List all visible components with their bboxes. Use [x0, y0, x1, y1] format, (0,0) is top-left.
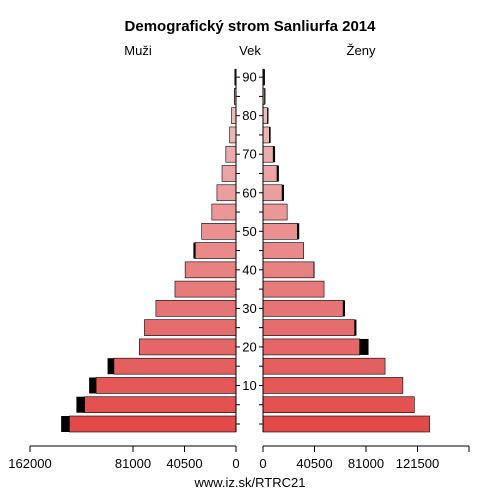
male-bar — [211, 203, 237, 221]
male-excess-bar — [107, 358, 114, 375]
female-excess-bar — [273, 146, 276, 163]
female-bar — [262, 357, 386, 375]
female-bar — [262, 145, 274, 163]
female-excess-bar — [359, 338, 369, 355]
male-bar — [69, 415, 237, 433]
age-tick-label: 80 — [242, 108, 256, 123]
female-bar — [262, 107, 268, 124]
age-tick-label: 50 — [242, 224, 256, 239]
male-bar — [113, 357, 237, 375]
female-excess-bar — [269, 126, 271, 143]
male-bar — [229, 126, 237, 144]
female-excess-bar — [267, 107, 269, 124]
male-bar — [225, 145, 237, 163]
age-tick-label: 10 — [242, 378, 256, 393]
female-bar — [262, 396, 415, 414]
x-tick-label: 81000 — [348, 456, 384, 471]
center-label: Vek — [239, 43, 261, 58]
female-bar — [262, 165, 278, 182]
female-bar — [262, 242, 304, 259]
male-bar — [84, 396, 237, 414]
female-excess-bar — [297, 223, 300, 240]
x-tick-label: 81000 — [115, 456, 151, 471]
female-bar — [262, 126, 270, 144]
age-tick-label: 60 — [242, 185, 256, 200]
male-bar — [195, 242, 237, 259]
left-label: Muži — [124, 43, 152, 58]
female-excess-bar — [263, 69, 265, 86]
female-excess-bar — [354, 319, 357, 336]
male-bar — [155, 300, 237, 317]
female-excess-bar — [276, 165, 279, 182]
female-excess-bar — [313, 261, 315, 278]
male-bar — [201, 223, 237, 240]
bars-group — [61, 68, 430, 433]
x-tick-label: 121500 — [396, 456, 439, 471]
male-bar — [184, 261, 237, 279]
axes-group: 10 20 30 40 50 60 70 80 90 162000 81000 40500 0 0 4050… — [8, 69, 470, 471]
female-excess-bar — [282, 184, 284, 201]
female-bar — [262, 223, 298, 240]
female-bar — [262, 280, 325, 298]
age-tick-label: 30 — [242, 301, 256, 316]
x-tick-label: 0 — [232, 456, 239, 471]
male-bar — [216, 184, 237, 202]
female-excess-bar — [264, 88, 266, 105]
x-tick-label: 40500 — [166, 456, 202, 471]
female-bar — [262, 415, 430, 433]
female-excess-bar — [343, 300, 346, 317]
female-bar — [262, 377, 404, 394]
male-bar — [221, 165, 237, 182]
male-excess-bar — [61, 416, 70, 432]
right-label: Ženy — [347, 43, 376, 58]
male-bar — [231, 107, 237, 124]
male-bar — [139, 338, 237, 356]
x-tick-label: 0 — [259, 456, 266, 471]
male-excess-bar — [89, 377, 97, 394]
age-tick-label: 20 — [242, 339, 256, 354]
x-tick-label: 40500 — [296, 456, 332, 471]
age-tick-label: 70 — [242, 147, 256, 162]
male-bar — [144, 319, 237, 336]
footer-url: www.iz.sk/RTRC21 — [193, 475, 305, 490]
female-bar — [262, 261, 315, 279]
male-excess-bar — [233, 88, 235, 105]
male-bar — [95, 377, 237, 394]
female-bar — [262, 338, 360, 356]
female-bar — [262, 203, 288, 221]
male-excess-bar — [193, 242, 196, 259]
female-bar — [262, 184, 283, 202]
male-excess-bar — [234, 69, 236, 86]
age-tick-label: 40 — [242, 262, 256, 277]
x-tick-label: 162000 — [8, 456, 51, 471]
male-bar — [174, 280, 237, 298]
chart-title: Demografický strom Sanliurfa 2014 — [125, 18, 377, 35]
female-bar — [262, 300, 344, 317]
male-excess-bar — [76, 396, 85, 413]
female-bar — [262, 319, 355, 336]
age-tick-label: 90 — [242, 70, 256, 85]
